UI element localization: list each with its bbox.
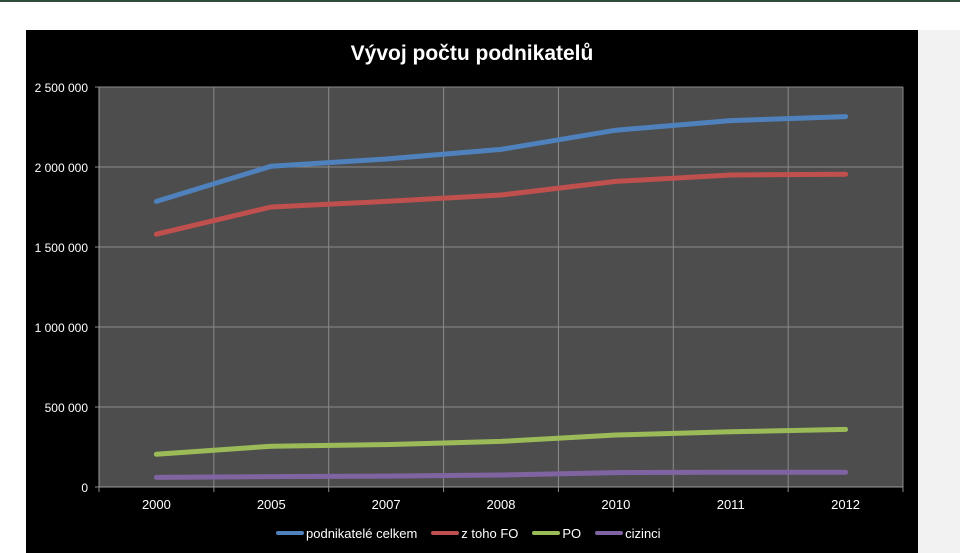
- series-line: [153, 469, 849, 480]
- legend-item: podnikatelé celkem: [276, 526, 417, 541]
- series-line: [153, 426, 849, 457]
- legend-swatch: [532, 531, 561, 535]
- legend-swatch: [431, 531, 460, 535]
- legend-swatch: [595, 531, 624, 535]
- legend-swatch: [276, 531, 304, 535]
- legend-label: PO: [562, 525, 582, 541]
- y-tick-label: 1 000 000: [35, 321, 89, 335]
- legend-item: z toho FO: [431, 526, 518, 541]
- top-border: [0, 0, 960, 2]
- x-tick-label: 2011: [717, 497, 745, 512]
- plot-area: [99, 87, 903, 487]
- chart-title: Vývoj počtu podnikatelů: [350, 42, 594, 65]
- legend-label: cizinci: [625, 525, 661, 541]
- legend-item: PO: [532, 526, 581, 541]
- y-tick-label: 2 500 000: [35, 81, 89, 95]
- x-tick-label: 2007: [372, 497, 401, 512]
- right-margin-strip: [918, 30, 960, 553]
- legend: podnikatelé celkem z toho FO PO cizinci: [276, 524, 675, 542]
- series-line: [153, 114, 849, 204]
- line-chart: 0 500 000 1 000 000 1 500 000 2 000 000 2 500…: [35, 81, 904, 512]
- chart-area: 0 500 000 1 000 000 1 500 000 2 000 000 2 500…: [26, 30, 918, 553]
- y-tick-label: 1 500 000: [35, 241, 89, 255]
- x-tick-label: 2005: [257, 497, 286, 512]
- x-tick-label: 2010: [601, 497, 630, 512]
- y-tick-label: 2 000 000: [35, 161, 89, 175]
- y-tick-label: 500 000: [45, 401, 89, 415]
- series-line: [153, 171, 849, 237]
- legend-label: z toho FO: [461, 525, 519, 541]
- legend-label: podnikatelé celkem: [306, 525, 418, 541]
- x-tick-label: 2012: [831, 497, 860, 512]
- x-tick-label: 2008: [487, 497, 516, 512]
- y-tick-label: 0: [81, 481, 88, 495]
- legend-item: cizinci: [595, 525, 661, 541]
- x-tick-label: 2000: [142, 497, 171, 512]
